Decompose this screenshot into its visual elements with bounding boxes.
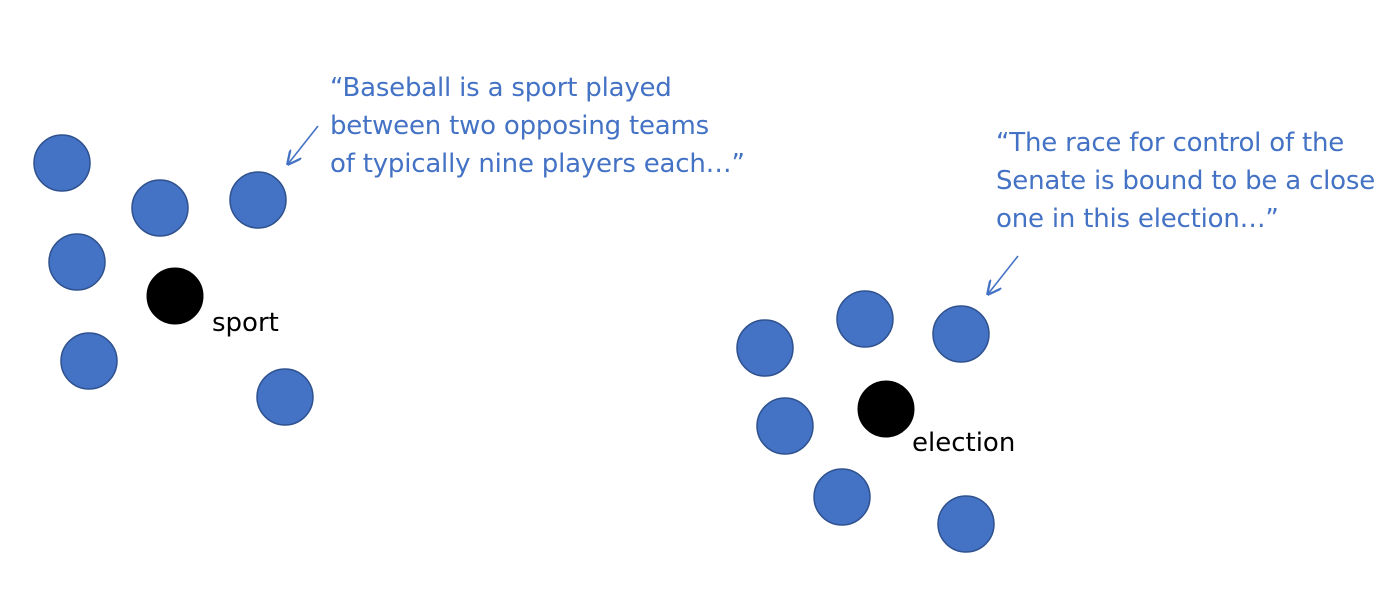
context-dot	[836, 290, 894, 348]
context-dot	[48, 233, 106, 291]
context-dot	[736, 319, 794, 377]
quote-line: “The race for control of the	[996, 128, 1345, 158]
word-dot-sport	[146, 267, 204, 325]
word-label-sport: sport	[212, 308, 279, 338]
context-dot	[256, 368, 314, 426]
context-dot	[932, 305, 990, 363]
context-dot	[756, 397, 814, 455]
quote-line: Senate is bound to be a close	[996, 166, 1376, 196]
quote-line: between two opposing teams	[330, 111, 709, 141]
context-dot	[229, 171, 287, 229]
quote-text-sport: “Baseball is a sport played between two …	[330, 69, 745, 183]
election-cluster	[736, 255, 1019, 553]
word-label-election: election	[912, 428, 1016, 458]
quote-line: of typically nine players each…”	[330, 149, 745, 179]
quote-arrow-election	[988, 255, 1019, 294]
context-dot	[813, 468, 871, 526]
context-dot	[33, 134, 91, 192]
quote-arrow-sport	[288, 125, 319, 164]
quote-line: one in this election…”	[996, 204, 1279, 234]
sport-cluster	[33, 125, 319, 426]
context-dot	[131, 179, 189, 237]
context-dot	[60, 332, 118, 390]
quote-line: “Baseball is a sport played	[330, 73, 672, 103]
context-dot	[937, 495, 995, 553]
quote-text-election: “The race for control of the Senate is b…	[996, 124, 1375, 238]
word-dot-election	[857, 380, 915, 438]
